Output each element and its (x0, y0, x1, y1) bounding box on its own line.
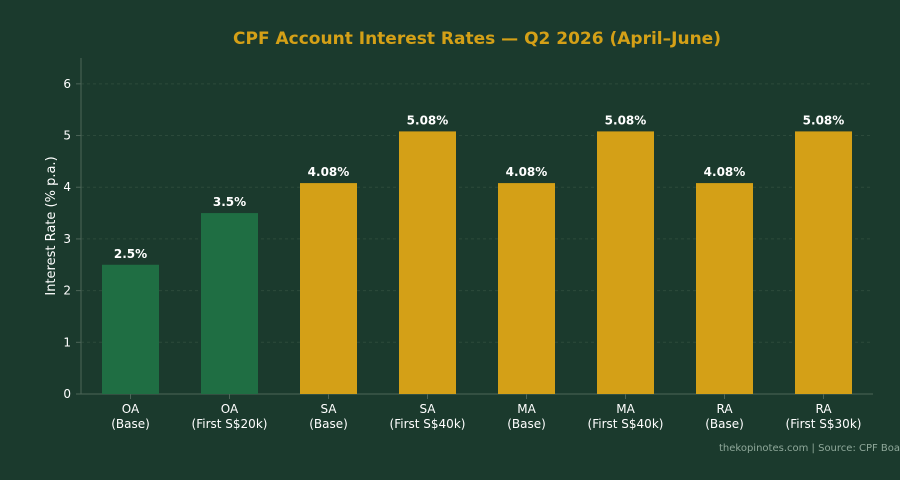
x-tick-label: SA (Base) (309, 402, 348, 431)
x-tick-label-line: (First S$40k) (588, 417, 664, 431)
x-tick-label-line: (First S$30k) (786, 417, 862, 431)
bar (201, 213, 258, 394)
y-tick-labels: 0 1 2 3 4 5 6 (63, 77, 71, 401)
x-tick-label: MA (First S$40k) (588, 402, 664, 431)
bar (795, 131, 852, 394)
y-tick-label: 4 (63, 180, 71, 194)
axes (76, 58, 873, 399)
y-axis-label: Interest Rate (% p.a.) (44, 156, 59, 295)
bar-value-label: 5.08% (803, 113, 845, 127)
x-tick-label: MA (Base) (507, 402, 546, 431)
bar-value-label: 4.08% (704, 165, 746, 179)
x-tick-label-line: MA (517, 402, 536, 416)
x-tick-label-line: (Base) (309, 417, 348, 431)
source-credit: thekopinotes.com | Source: CPF Board (719, 443, 900, 454)
x-tick-label-line: (Base) (111, 417, 150, 431)
bar-value-label: 2.5% (114, 247, 147, 261)
bar-value-labels: 2.5% 3.5% 4.08% 5.08% 4.08% 5.08% 4.08% 5.08% (114, 113, 844, 260)
x-tick-label-line: MA (616, 402, 635, 416)
x-tick-label-line: SA (320, 402, 337, 416)
x-tick-labels: OA (Base)OA (First S$20k)SA (Base)SA (First … (111, 402, 861, 431)
x-tick-label-line: SA (419, 402, 436, 416)
bar-value-label: 5.08% (605, 113, 647, 127)
grid-lines (81, 83, 873, 343)
bars (102, 131, 852, 394)
x-tick-label: RA (Base) (705, 402, 744, 431)
bar-value-label: 4.08% (308, 165, 350, 179)
bar-value-label: 5.08% (407, 113, 449, 127)
y-tick-label: 1 (63, 335, 71, 349)
x-tick-label-line: RA (815, 402, 832, 416)
bar (399, 131, 456, 394)
x-tick-label-line: (Base) (705, 417, 744, 431)
x-tick-label: RA (First S$30k) (786, 402, 862, 431)
x-tick-label-line: (First S$20k) (192, 417, 268, 431)
x-tick-label-line: OA (221, 402, 239, 416)
bar (300, 183, 357, 394)
y-tick-label: 6 (63, 77, 71, 91)
x-tick-label: OA (First S$20k) (192, 402, 268, 431)
y-tick-label: 5 (63, 129, 71, 143)
y-tick-label: 2 (63, 284, 71, 298)
x-tick-label-line: OA (122, 402, 140, 416)
x-tick-label: OA (Base) (111, 402, 150, 431)
bar (498, 183, 555, 394)
bar-value-label: 3.5% (213, 195, 246, 209)
x-tick-label-line: RA (716, 402, 733, 416)
bar (102, 264, 159, 394)
bar (696, 183, 753, 394)
bar (597, 131, 654, 394)
x-tick-label-line: (Base) (507, 417, 546, 431)
x-tick-label: SA (First S$40k) (390, 402, 466, 431)
x-tick-label-line: (First S$40k) (390, 417, 466, 431)
bar-value-label: 4.08% (506, 165, 548, 179)
y-tick-label: 0 (63, 387, 71, 401)
chart-title: CPF Account Interest Rates — Q2 2026 (Ap… (233, 29, 721, 49)
y-tick-label: 3 (63, 232, 71, 246)
